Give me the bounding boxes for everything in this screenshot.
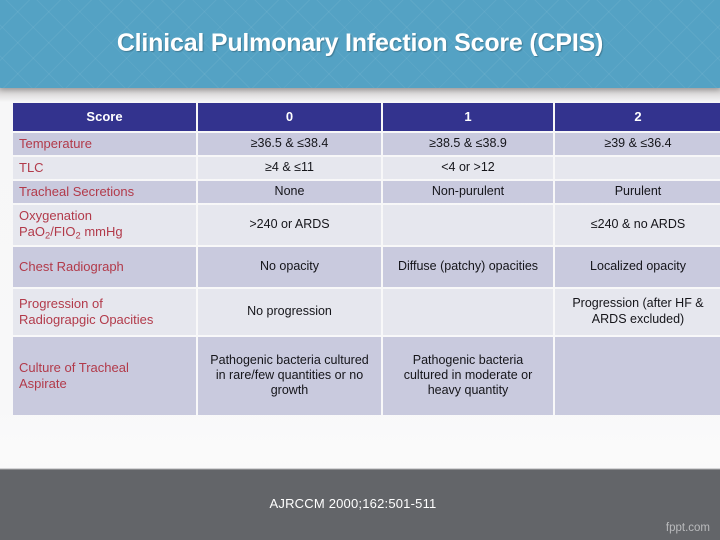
column-header-score-0: 0 [198, 103, 381, 131]
cell-score-2: ≥39 & ≤36.4 [555, 133, 720, 155]
column-header-score-2: 2 [555, 103, 720, 131]
cell-score-0: No progression [198, 288, 381, 335]
cell-score-0: None [198, 180, 381, 203]
table-header-row: Score 0 1 2 [13, 103, 720, 131]
column-header-score-1: 1 [383, 103, 553, 131]
cell-score-2: Purulent [555, 180, 720, 203]
cell-score-1 [383, 204, 553, 245]
cell-score-1: ≥38.5 & ≤38.9 [383, 133, 553, 155]
cell-score-1: Non-purulent [383, 180, 553, 203]
table-row: Tracheal Secretions None Non-purulent Pu… [13, 180, 720, 203]
cell-score-1: <4 or >12 [383, 156, 553, 179]
column-header-criterion: Score [13, 103, 196, 131]
row-label: Tracheal Secretions [13, 180, 196, 203]
cell-score-2 [555, 336, 720, 415]
page-title: Clinical Pulmonary Infection Score (CPIS… [116, 29, 604, 57]
watermark: fppt.com [665, 522, 710, 534]
table-row: Temperature ≥36.5 & ≤38.4 ≥38.5 & ≤38.9 … [13, 133, 720, 155]
table-row: Culture of Tracheal Aspirate Pathogenic b… [13, 336, 720, 415]
cell-score-0: >240 or ARDS [198, 204, 381, 245]
cell-score-1 [383, 288, 553, 335]
cell-score-2 [555, 156, 720, 179]
cell-score-0: Pathogenic bacteria cultured in rare/few… [198, 336, 381, 415]
cell-score-2: Localized opacity [555, 246, 720, 287]
row-label: Chest Radiograph [13, 246, 196, 287]
row-label: Oxygenation PaO2/FIO2 mmHg [13, 204, 196, 245]
cpis-table: Score 0 1 2 Temperature ≥36.5 & ≤38.4 ≥3… [11, 101, 720, 417]
citation-text: AJRCCM 2000;162:501-511 [269, 496, 437, 511]
cell-score-0: ≥36.5 & ≤38.4 [198, 133, 381, 155]
band-shadow [0, 88, 720, 102]
cell-score-0: ≥4 & ≤11 [198, 156, 381, 179]
row-label: Culture of Tracheal Aspirate [13, 336, 196, 415]
cell-score-2: Progression (after HF & ARDS excluded) [555, 288, 720, 335]
cell-score-0: No opacity [198, 246, 381, 287]
row-label: Progression of Radiograpgic Opacities [13, 288, 196, 335]
row-label: Temperature [13, 133, 196, 155]
row-label: TLC [13, 156, 196, 179]
title-band: Clinical Pulmonary Infection Score (CPIS… [0, 0, 720, 88]
table-body: Temperature ≥36.5 & ≤38.4 ≥38.5 & ≤38.9 … [13, 133, 720, 415]
cell-score-1: Diffuse (patchy) opacities [383, 246, 553, 287]
table-row: Chest Radiograph No opacity Diffuse (pat… [13, 246, 720, 287]
cell-score-1: Pathogenic bacteria cultured in moderate… [383, 336, 553, 415]
table-header: Score 0 1 2 [13, 103, 720, 131]
table-row: Progression of Radiograpgic Opacities No … [13, 288, 720, 335]
cpis-table-wrapper: Score 0 1 2 Temperature ≥36.5 & ≤38.4 ≥3… [11, 101, 720, 417]
cell-score-2: ≤240 & no ARDS [555, 204, 720, 245]
table-row: Oxygenation PaO2/FIO2 mmHg >240 or ARDS ≤… [13, 204, 720, 245]
table-row: TLC ≥4 & ≤11 <4 or >12 [13, 156, 720, 179]
